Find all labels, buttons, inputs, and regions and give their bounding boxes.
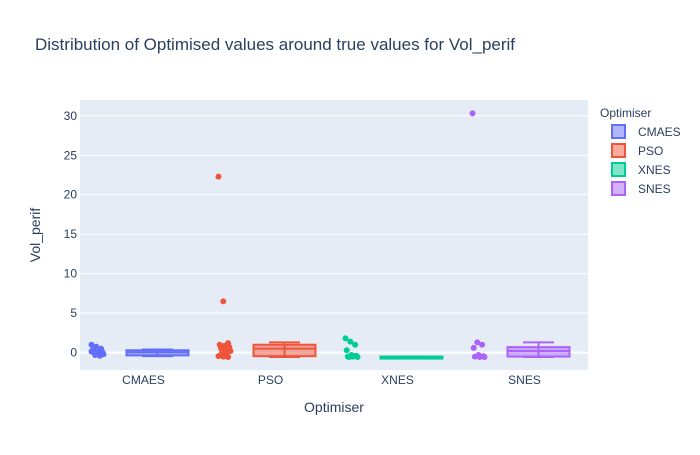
box-group-xnes — [342, 335, 444, 360]
data-point — [474, 339, 481, 346]
x-tick-label: PSO — [258, 373, 283, 387]
y-tick-label: 30 — [64, 109, 78, 123]
legend-label: PSO — [638, 144, 663, 158]
box-group-cmaes — [88, 341, 190, 359]
x-tick-label: XNES — [381, 373, 414, 387]
data-point — [215, 353, 222, 360]
data-point — [225, 353, 232, 360]
y-axis-title: Vol_perif — [27, 208, 43, 263]
legend-swatch — [611, 124, 626, 139]
legend-swatch — [611, 162, 626, 177]
data-point — [352, 341, 359, 348]
chart-title: Distribution of Optimised values around … — [35, 35, 515, 54]
x-axis-ticks: CMAES PSO XNES SNES — [122, 373, 541, 387]
plot-area — [80, 100, 588, 370]
y-tick-label: 10 — [64, 267, 78, 281]
data-point — [220, 353, 227, 360]
legend-label: SNES — [638, 182, 671, 196]
y-tick-label: 20 — [64, 188, 78, 202]
data-point — [347, 338, 354, 345]
data-point — [88, 348, 95, 355]
data-point — [469, 110, 476, 117]
legend-title: Optimiser — [600, 106, 651, 120]
legend[interactable]: Optimiser CMAES PSO XNES SNES — [600, 106, 681, 196]
data-point — [476, 353, 483, 360]
data-point — [88, 341, 95, 348]
data-point — [227, 348, 234, 355]
data-point — [220, 298, 227, 305]
legend-item-cmaes[interactable]: CMAES — [611, 124, 681, 139]
x-tick-label: CMAES — [122, 373, 165, 387]
legend-label: XNES — [638, 163, 671, 177]
legend-swatch — [611, 143, 626, 158]
y-gridlines — [80, 115, 588, 354]
data-point — [479, 341, 486, 348]
data-point — [215, 173, 222, 180]
data-point — [470, 344, 477, 351]
legend-item-snes[interactable]: SNES — [611, 181, 671, 196]
y-tick-label: 25 — [64, 148, 78, 162]
x-axis-title: Optimiser — [304, 399, 364, 415]
x-tick-label: SNES — [508, 373, 541, 387]
legend-item-pso[interactable]: PSO — [611, 143, 663, 158]
data-point — [481, 353, 488, 360]
legend-item-xnes[interactable]: XNES — [611, 162, 671, 177]
data-point — [346, 353, 353, 360]
data-point — [354, 353, 361, 360]
data-point — [343, 347, 350, 354]
data-point — [471, 353, 478, 360]
y-tick-label: 15 — [64, 227, 78, 241]
box-iqr — [252, 343, 317, 358]
y-axis-ticks: 0 5 10 15 20 25 30 — [64, 109, 78, 360]
box-series — [88, 110, 571, 360]
data-point — [342, 335, 349, 342]
legend-swatch — [611, 181, 626, 196]
box-group-pso — [215, 173, 317, 360]
box-group-snes — [469, 110, 571, 360]
data-point — [93, 349, 100, 356]
legend-label: CMAES — [638, 125, 681, 139]
y-tick-label: 5 — [70, 306, 77, 320]
y-tick-label: 0 — [70, 346, 77, 360]
